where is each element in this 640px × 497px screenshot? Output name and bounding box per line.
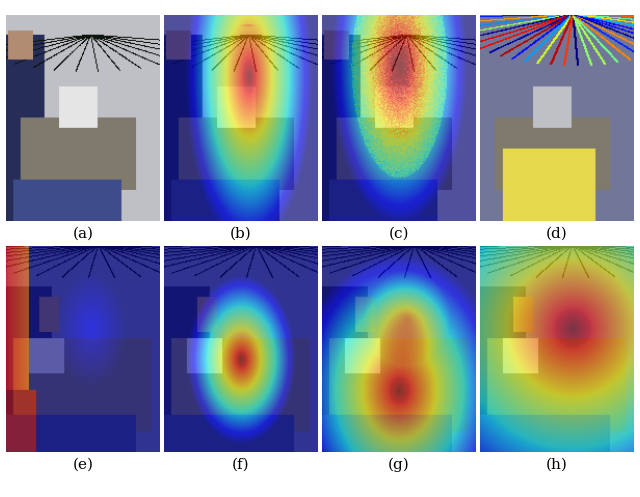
X-axis label: (e): (e) — [72, 458, 93, 472]
X-axis label: (b): (b) — [230, 227, 252, 241]
X-axis label: (c): (c) — [388, 227, 409, 241]
X-axis label: (a): (a) — [72, 227, 93, 241]
X-axis label: (d): (d) — [546, 227, 568, 241]
X-axis label: (h): (h) — [546, 458, 568, 472]
X-axis label: (f): (f) — [232, 458, 250, 472]
X-axis label: (g): (g) — [388, 458, 410, 472]
